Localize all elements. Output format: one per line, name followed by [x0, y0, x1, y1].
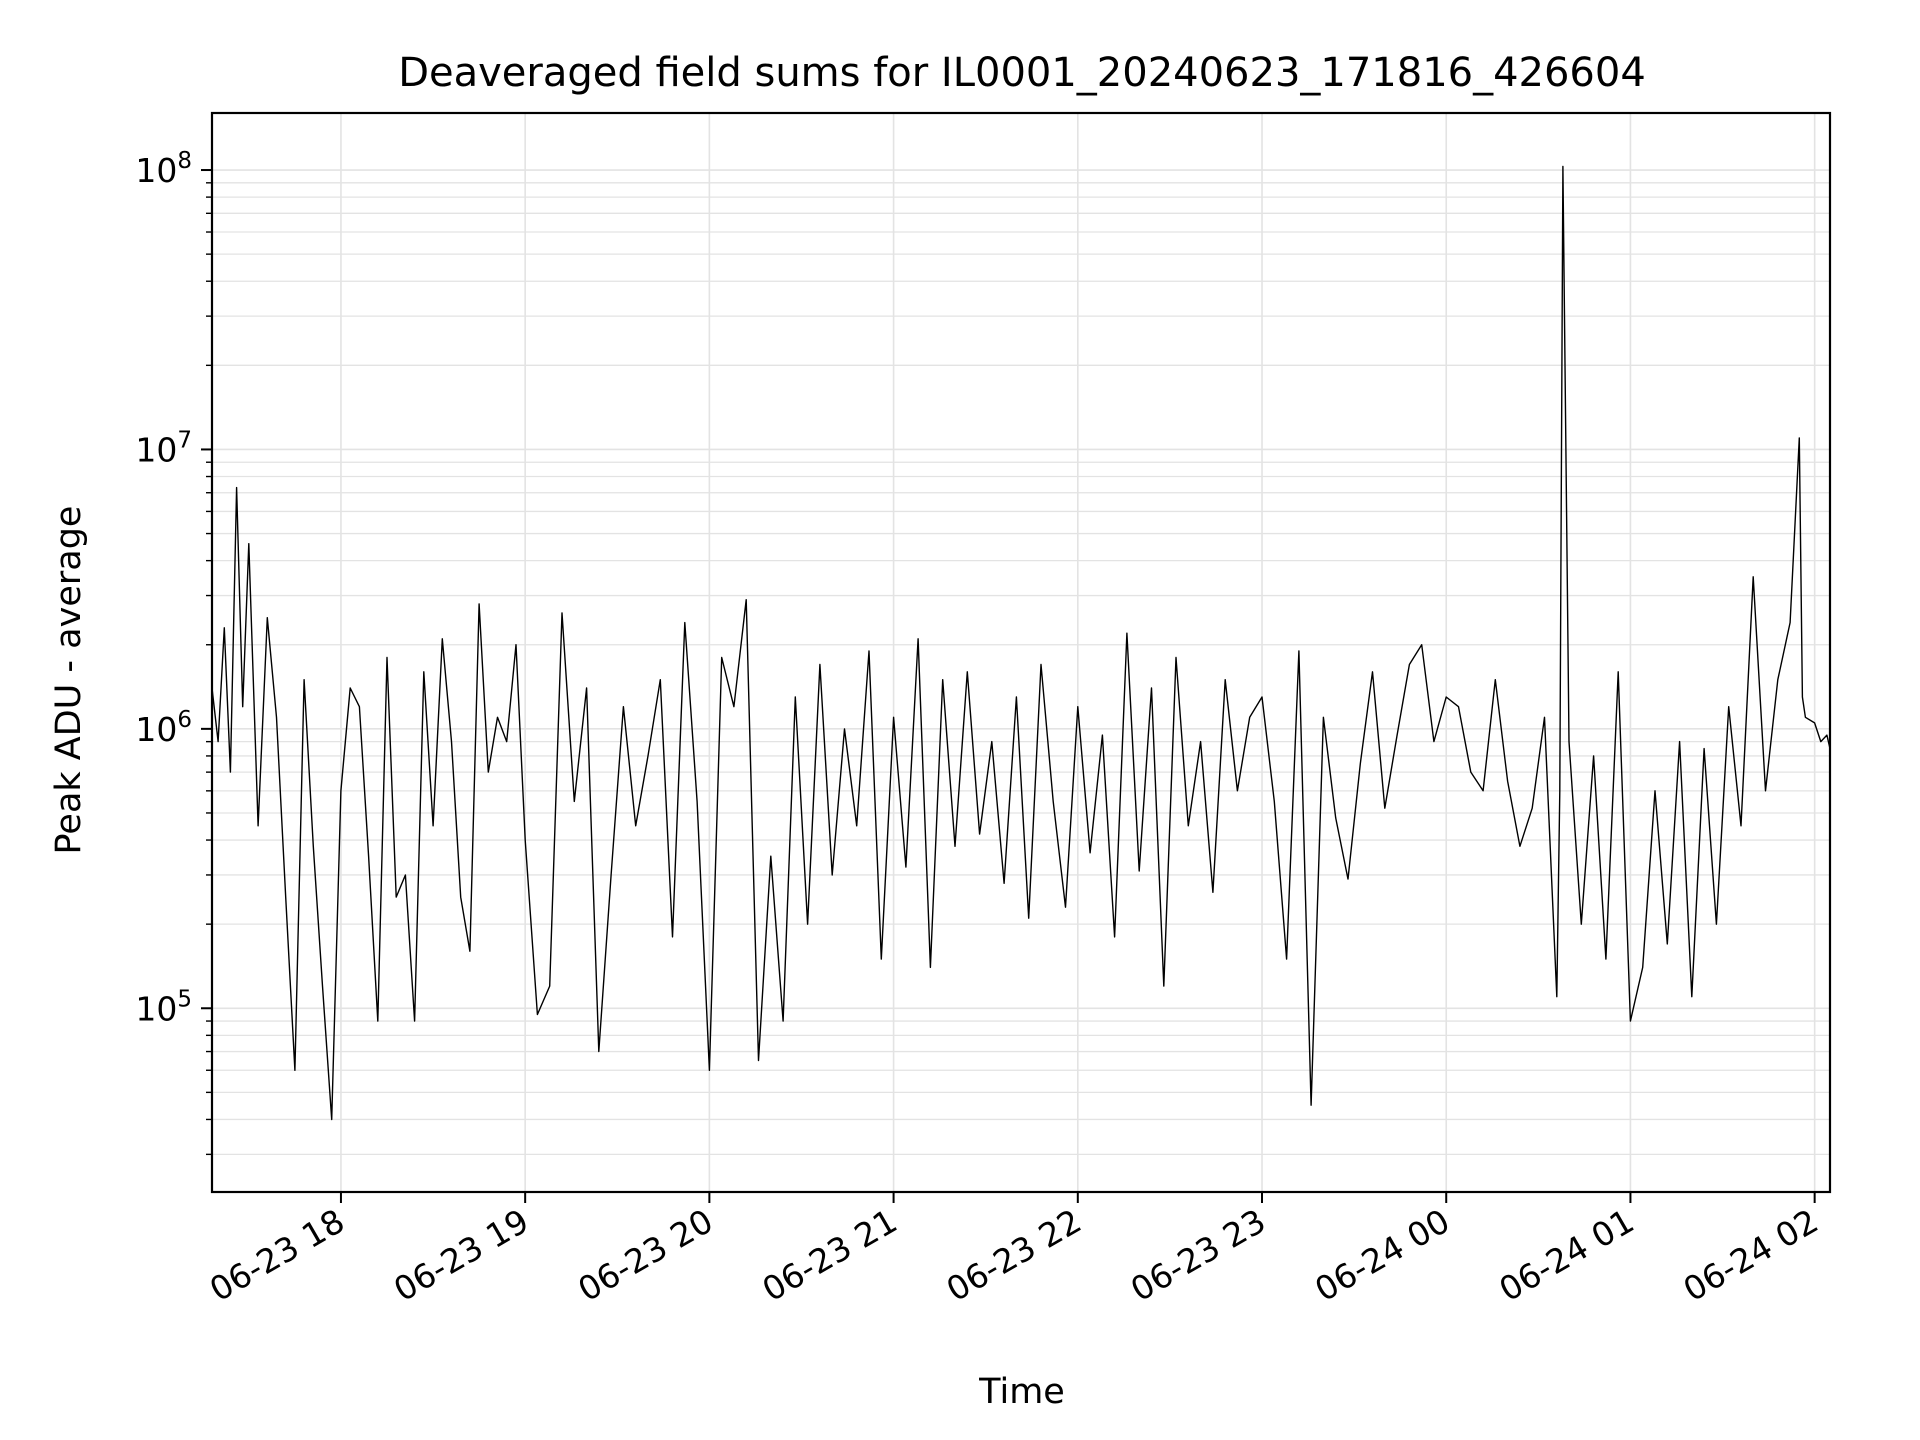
- x-axis-label: Time: [978, 1372, 1065, 1412]
- y-tick-label: 106: [135, 707, 192, 749]
- plot-frame: [210, 111, 1832, 1194]
- series-layer: [211, 165, 1831, 1121]
- y-axis-label: Peak ADU - average: [49, 506, 89, 855]
- y-tick-label: 108: [135, 148, 192, 190]
- series-line: [211, 165, 1831, 1121]
- y-tick-label: 107: [135, 427, 192, 469]
- chart-title: Deaveraged field sums for IL0001_2024062…: [398, 50, 1646, 96]
- y-tick-label: 105: [135, 986, 192, 1028]
